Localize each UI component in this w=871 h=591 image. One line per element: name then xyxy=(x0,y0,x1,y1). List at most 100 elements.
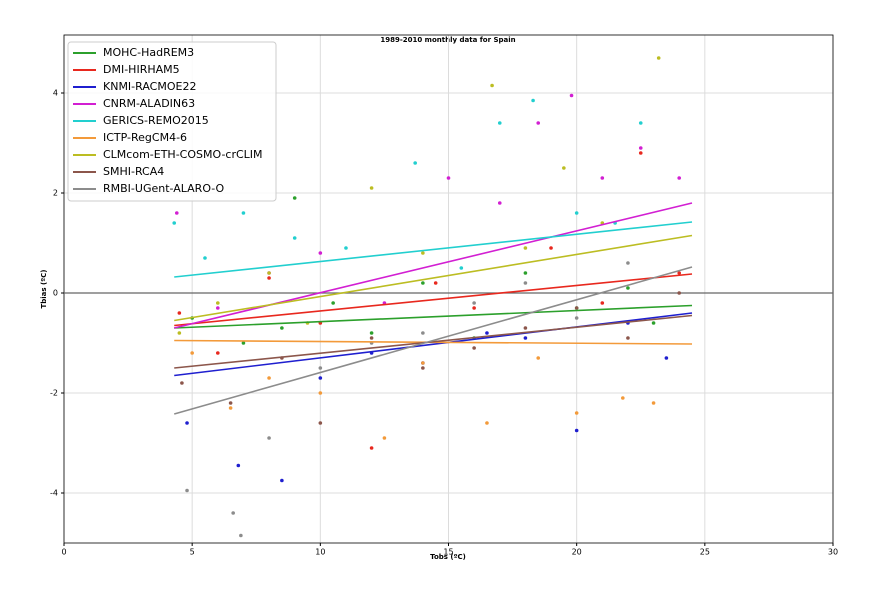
legend-label: SMHI-RCA4 xyxy=(103,165,164,178)
point xyxy=(472,306,476,310)
y-axis-label: Tbias (ºC) xyxy=(40,270,48,309)
x-tick-label: 15 xyxy=(443,548,453,557)
point xyxy=(651,321,656,325)
point xyxy=(574,316,579,320)
point xyxy=(446,176,451,180)
point xyxy=(216,301,220,305)
point xyxy=(523,281,528,285)
point xyxy=(280,326,284,330)
point xyxy=(318,376,323,380)
point xyxy=(216,351,220,355)
point xyxy=(318,366,323,370)
legend-label: CLMcom-ETH-COSMO-crCLIM xyxy=(103,148,263,161)
point xyxy=(216,306,220,310)
point xyxy=(497,201,502,205)
point xyxy=(638,151,643,155)
legend-label: GERICS-REMO2015 xyxy=(103,114,209,127)
point xyxy=(621,396,625,400)
point xyxy=(536,121,541,125)
point xyxy=(677,176,681,180)
x-tick-label: 5 xyxy=(190,548,195,557)
point xyxy=(267,276,271,280)
point xyxy=(172,221,177,225)
point xyxy=(472,301,476,305)
y-tick-label: 2 xyxy=(53,189,58,198)
point xyxy=(421,361,425,365)
point xyxy=(280,478,284,483)
point xyxy=(600,301,605,305)
point xyxy=(228,406,233,410)
trend-line xyxy=(174,304,693,329)
point xyxy=(677,291,681,295)
point xyxy=(239,533,243,538)
point xyxy=(664,356,669,360)
x-tick-label: 0 xyxy=(61,548,66,557)
point xyxy=(626,286,630,290)
point xyxy=(562,166,566,170)
point xyxy=(638,146,643,150)
point xyxy=(318,391,323,395)
point xyxy=(421,366,425,370)
point xyxy=(267,436,271,440)
point xyxy=(231,511,235,515)
point xyxy=(531,98,535,103)
point xyxy=(677,271,681,275)
trend-line xyxy=(174,273,693,327)
point xyxy=(331,301,335,305)
point xyxy=(626,261,630,265)
point xyxy=(421,281,425,285)
point xyxy=(292,196,297,200)
point xyxy=(638,121,643,125)
y-tick-label: -2 xyxy=(50,389,58,398)
trend-line xyxy=(174,234,693,322)
point xyxy=(523,246,528,250)
point xyxy=(574,411,579,415)
point xyxy=(523,336,528,340)
x-tick-label: 25 xyxy=(700,548,710,557)
point xyxy=(318,251,323,255)
point xyxy=(241,211,246,215)
point xyxy=(267,271,271,275)
point xyxy=(369,336,374,340)
plot-frame xyxy=(63,34,834,544)
point xyxy=(574,211,579,215)
y-tick-label: 4 xyxy=(53,89,58,98)
x-tick-label: 20 xyxy=(572,548,582,557)
point xyxy=(490,83,494,88)
point xyxy=(569,93,574,98)
legend-box xyxy=(67,41,277,202)
point xyxy=(574,306,579,310)
trend-line xyxy=(174,314,693,369)
point xyxy=(656,56,661,60)
point xyxy=(177,331,182,335)
point xyxy=(174,211,179,215)
legend-label: RMBI-UGent-ALARO-O xyxy=(103,182,225,195)
trend-line xyxy=(174,202,693,329)
point xyxy=(459,266,464,270)
point xyxy=(190,351,194,355)
point xyxy=(185,488,189,493)
x-tick-label: 30 xyxy=(828,548,838,557)
legend-label: ICTP-RegCM4-6 xyxy=(103,131,187,144)
point xyxy=(472,346,476,350)
point xyxy=(382,436,387,440)
point xyxy=(369,331,374,335)
point xyxy=(433,281,438,285)
point xyxy=(421,251,425,255)
point xyxy=(651,401,656,405)
y-tick-label: 0 xyxy=(53,289,58,298)
point xyxy=(180,381,184,385)
point xyxy=(574,428,579,433)
point xyxy=(421,331,425,335)
point xyxy=(485,421,489,425)
point xyxy=(549,246,553,250)
x-tick-label: 10 xyxy=(315,548,325,557)
point xyxy=(413,161,417,165)
point xyxy=(203,256,207,260)
point xyxy=(241,341,246,345)
legend-label: KNMI-RACMOE22 xyxy=(103,80,196,93)
point xyxy=(600,176,605,180)
point xyxy=(185,421,189,425)
point xyxy=(228,401,233,405)
